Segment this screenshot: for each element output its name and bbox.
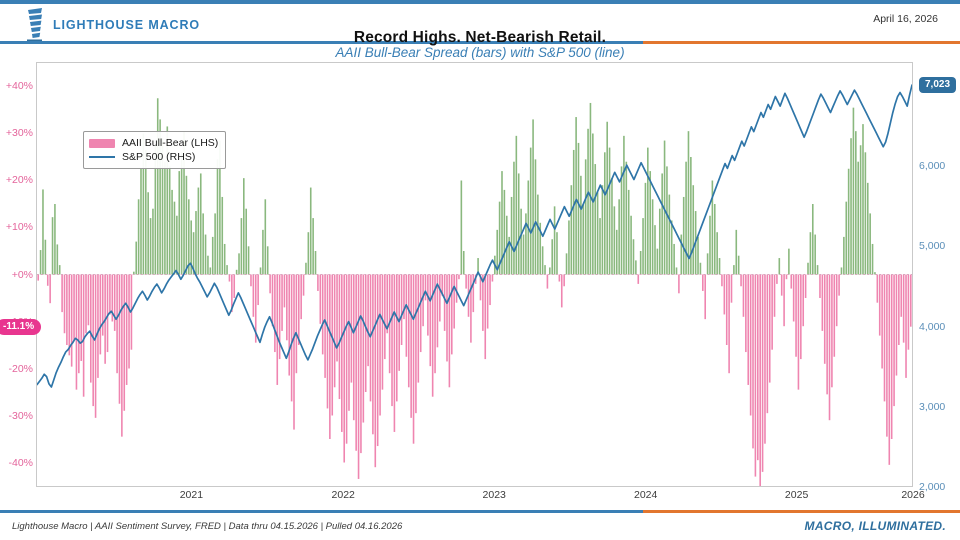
y-axis-left: +40%+30%+20%+10%+0%-10%-20%-30%-40%	[0, 62, 33, 487]
y-tick-left: -40%	[8, 457, 33, 470]
footer-rule	[0, 510, 960, 513]
y-tick-left: -20%	[8, 362, 33, 375]
y-tick-right: 2,000	[919, 481, 946, 493]
x-tick: 2023	[482, 489, 506, 501]
y-axis-right: 6,000 5,000 4,000 3,000 2,000	[919, 62, 960, 493]
line-swatch-icon	[89, 156, 115, 158]
legend-item-line: S&P 500 (RHS)	[89, 150, 218, 164]
latest-spread-badge: -11.1%	[0, 318, 42, 335]
x-tick: 2022	[331, 489, 355, 501]
y-tick-left: +10%	[5, 221, 33, 234]
x-tick: 2026	[901, 489, 925, 501]
x-axis: 2021 2022 2023 2024 2025 2026	[36, 489, 925, 507]
plot-area: AAII Bull-Bear (LHS) S&P 500 (RHS)	[36, 62, 913, 487]
y-tick-left: +20%	[5, 174, 33, 187]
legend-item-bars: AAII Bull-Bear (LHS)	[89, 136, 218, 150]
latest-sp500-badge: 7,023	[919, 77, 957, 94]
header-rule-orange-segment	[643, 41, 960, 44]
header-bottom-rule	[0, 41, 960, 44]
chart-subtitle: AAII Bull-Bear Spread (bars) with S&P 50…	[335, 45, 625, 60]
x-tick: 2024	[634, 489, 658, 501]
header-date: April 16, 2026	[873, 13, 938, 25]
y-tick-right: 6,000	[919, 160, 946, 173]
legend-label-line: S&P 500 (RHS)	[122, 151, 196, 163]
chart-legend: AAII Bull-Bear (LHS) S&P 500 (RHS)	[83, 131, 227, 169]
y-tick-right: 5,000	[919, 240, 946, 253]
y-tick-right: 3,000	[919, 400, 946, 413]
footer-rule-blue-segment	[0, 510, 643, 513]
page-footer: Lighthouse Macro | AAII Sentiment Survey…	[0, 510, 960, 540]
chart-canvas	[37, 84, 912, 486]
brand-name: LIGHTHOUSE MACRO	[53, 18, 201, 32]
y-tick-right: 4,000	[919, 320, 946, 333]
chart-title: Record Highs. Net-Bearish Retail.	[353, 29, 607, 46]
y-tick-left: +30%	[5, 126, 33, 139]
footer-source-note: Lighthouse Macro | AAII Sentiment Survey…	[12, 521, 403, 532]
page-header: LIGHTHOUSE MACRO April 16, 2026	[0, 0, 960, 50]
footer-tagline: MACRO, ILLUMINATED.	[804, 519, 946, 533]
y-tick-left: -30%	[8, 410, 33, 423]
bar-series	[37, 98, 912, 486]
legend-label-bars: AAII Bull-Bear (LHS)	[122, 137, 219, 149]
y-tick-left: +40%	[5, 79, 33, 92]
x-tick: 2021	[179, 489, 204, 501]
brand: LIGHTHOUSE MACRO	[24, 8, 200, 42]
y-tick-left: +0%	[11, 268, 33, 281]
footer-rule-orange-segment	[643, 510, 960, 513]
header-top-rule	[0, 0, 960, 4]
lighthouse-icon	[24, 8, 46, 42]
line-series	[37, 84, 912, 388]
x-tick: 2025	[784, 489, 809, 501]
header-rule-blue-segment	[0, 41, 643, 44]
bar-swatch-icon	[89, 138, 115, 148]
